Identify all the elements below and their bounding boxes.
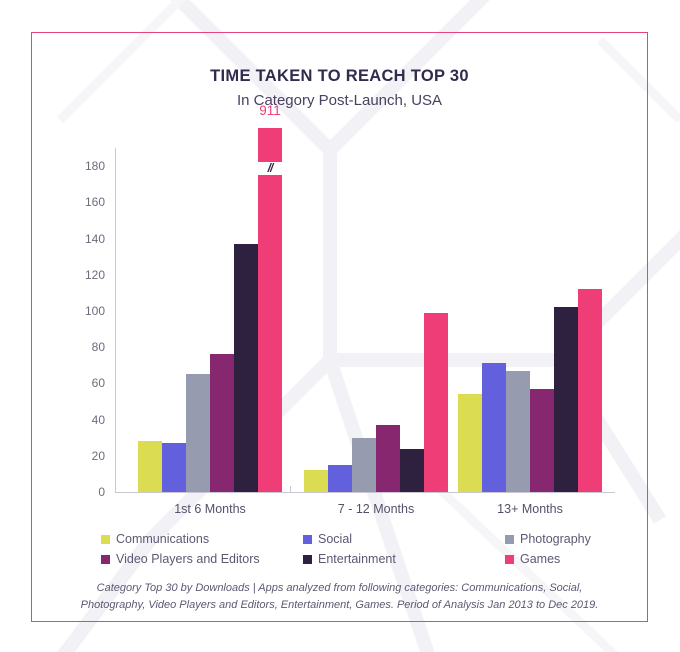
chart-legend: Communications Social Photography Video Pla… (101, 532, 591, 574)
legend-color-swatch (303, 554, 312, 564)
legend-label: Games (520, 552, 561, 566)
bar[interactable] (506, 370, 530, 492)
bar[interactable] (210, 354, 234, 492)
x-axis-label: 13+ Months (497, 502, 563, 516)
legend-item[interactable]: Games (505, 552, 560, 566)
bar[interactable] (376, 425, 400, 492)
y-tick-label: 180 (84, 159, 105, 174)
y-tick-label: 0 (98, 485, 105, 499)
legend-label: Entertainment (318, 552, 396, 566)
x-axis-line (115, 492, 615, 493)
bar[interactable] (186, 374, 210, 492)
legend-item[interactable]: Video Players and Editors (101, 552, 260, 566)
x-axis-label: 1st 6 Months (174, 502, 246, 516)
bar[interactable] (400, 448, 424, 492)
chart-inner: TIME TAKEN TO REACH TOP 30 In Category P… (31, 32, 648, 622)
bar[interactable] (138, 441, 162, 492)
bar[interactable] (304, 470, 328, 492)
bar[interactable] (352, 437, 376, 492)
bar[interactable] (578, 289, 602, 492)
bar-top-segment[interactable] (258, 128, 282, 163)
legend-item[interactable]: Social (303, 532, 352, 546)
footnote-line-2: Photography, Video Players and Editors, … (80, 599, 599, 612)
legend-label: Video Players and Editors (116, 552, 260, 566)
bar[interactable] (258, 175, 282, 492)
plot-area: 0 20 40 60 80 100 120 140 160 180 // 911 1st 6 Mon… (31, 103, 648, 532)
bar[interactable] (234, 243, 258, 492)
bar-group (458, 132, 602, 492)
legend-color-swatch (505, 534, 514, 544)
bar-group: // 911 (138, 103, 282, 492)
y-tick-label: 100 (84, 303, 105, 318)
y-tick-label: 40 (91, 412, 105, 427)
y-tick-label: 20 (91, 448, 105, 463)
y-tick-label: 160 (84, 195, 105, 210)
legend-color-swatch (505, 554, 514, 564)
legend-item[interactable]: Photography (505, 532, 591, 546)
bar[interactable] (530, 388, 554, 492)
bar[interactable] (458, 394, 482, 492)
bar-group (304, 132, 448, 492)
legend-item[interactable]: Communications (101, 532, 209, 546)
bar[interactable] (554, 307, 578, 492)
chart-subtitle: In Category Post-Launch, USA (236, 92, 443, 109)
y-tick-label: 80 (91, 340, 105, 355)
axis-break-marker: // (267, 161, 274, 176)
legend-color-swatch (101, 534, 110, 544)
bar[interactable] (162, 443, 186, 492)
x-axis-label: 7 - 12 Months (337, 502, 415, 516)
bar[interactable] (328, 464, 352, 492)
y-tick-label: 60 (91, 376, 105, 391)
legend-label: Photography (520, 532, 591, 546)
chart-footnote: Category Top 30 by Downloads | Apps anal… (73, 580, 606, 614)
legend-item[interactable]: Entertainment (303, 552, 396, 566)
legend-label: Communications (116, 532, 210, 546)
bar-series-container: // 911 (116, 103, 615, 492)
bar[interactable] (482, 363, 506, 492)
legend-color-swatch (101, 554, 110, 564)
bar[interactable] (424, 312, 448, 492)
chart-title: TIME TAKEN TO REACH TOP 30 (210, 67, 469, 85)
y-tick-label: 140 (84, 231, 105, 246)
legend-color-swatch (303, 534, 312, 544)
footnote-line-1: Category Top 30 by Downloads | Apps anal… (96, 582, 583, 594)
y-axis-line (115, 148, 116, 492)
y-tick-label: 120 (84, 267, 105, 282)
y-axis-tick-labels: 0 20 40 60 80 100 120 140 160 180 (31, 132, 105, 499)
legend-label: Social (318, 532, 353, 546)
bar-value-label: 911 (259, 103, 281, 119)
